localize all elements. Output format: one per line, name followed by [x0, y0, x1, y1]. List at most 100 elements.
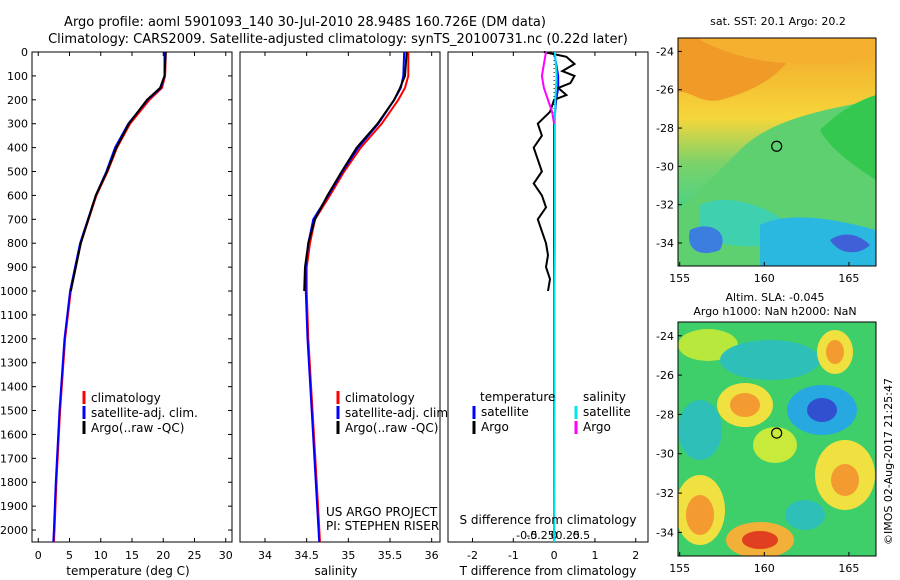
depth-tick-label: 1500 — [0, 405, 28, 418]
sla-map-axes: 155 160 165 -24 -26 -28 -30 -32 -34 — [656, 330, 859, 575]
series-line — [532, 51, 577, 292]
x-tick-label: 2 — [632, 549, 639, 562]
depth-tick-label: 100 — [7, 70, 28, 83]
salinity-legend: climatology satellite-adj. clim. Argo(..… — [336, 391, 452, 435]
x-tick-label: 0 — [35, 549, 42, 562]
lat-tick-label: -34 — [656, 237, 674, 250]
sst-map-axes: 155 160 165 -24 -26 -28 -30 -32 -34 — [656, 45, 859, 285]
lon-tick-label: 165 — [838, 562, 859, 575]
sst-map-frame — [677, 37, 877, 267]
lat-tick-label: -30 — [656, 448, 674, 461]
difference-legend: temperature salinity satellite Argo sate… — [472, 390, 631, 434]
legend-s-argo: Argo — [583, 420, 611, 434]
depth-tick-label: 1000 — [0, 285, 28, 298]
x-tick-label: 25 — [188, 549, 202, 562]
difference-plot-frame — [447, 51, 649, 543]
lat-tick-label: -30 — [656, 160, 674, 173]
lon-tick-label: 160 — [754, 272, 775, 285]
lat-tick-label: -32 — [656, 199, 674, 212]
depth-tick-label: 900 — [7, 261, 28, 274]
temperature-panel: 0100200300400500600700800900100011001200… — [0, 46, 648, 578]
depth-tick-label: 0 — [21, 46, 28, 59]
salinity-lines — [303, 51, 410, 543]
legend-climatology: climatology — [345, 391, 415, 405]
depth-tick-label: 1800 — [0, 476, 28, 489]
sst-map-title: sat. SST: 20.1 Argo: 20.2 — [710, 15, 846, 28]
lon-tick-label: 155 — [669, 562, 690, 575]
x-tick-label: 30 — [219, 549, 233, 562]
legend-satellite-adj: satellite-adj. clim. — [345, 406, 452, 420]
lat-tick-label: -28 — [656, 122, 674, 135]
x-tick-label: 15 — [125, 549, 139, 562]
lat-tick-label: -28 — [656, 408, 674, 421]
x-tick-label: 1 — [591, 549, 598, 562]
temperature-xlabel: temperature (deg C) — [66, 564, 189, 578]
depth-tick-label: 700 — [7, 213, 28, 226]
x-tick-label: 36 — [425, 549, 439, 562]
depth-tick-label: 1700 — [0, 452, 28, 465]
lat-tick-label: -32 — [656, 487, 674, 500]
s-difference-label: S difference from climatology — [460, 513, 637, 527]
x-tick-label: 35 — [341, 549, 355, 562]
temperature-plot-frame — [31, 51, 233, 543]
x-tick-label: 34.5 — [294, 549, 319, 562]
imos-watermark: ©IMOS 02-Aug-2017 21:25:47 — [882, 378, 895, 545]
legend-argo: Argo(..raw -QC) — [345, 421, 438, 435]
lon-tick-label: 160 — [754, 562, 775, 575]
s-tick-label: 0.25 — [555, 529, 580, 542]
lon-tick-label: 165 — [838, 272, 859, 285]
temperature-legend: climatology satellite-adj. clim. Argo(..… — [82, 391, 198, 435]
pi-annotation: PI: STEPHEN RISER — [326, 519, 439, 533]
s-tick-label: 0.5 — [573, 529, 591, 542]
lat-tick-label: -34 — [656, 526, 674, 539]
lat-tick-label: -24 — [656, 330, 674, 343]
legend-satellite-adj: satellite-adj. clim. — [91, 406, 198, 420]
temperature-lines — [52, 51, 167, 543]
project-annotation: US ARGO PROJECT — [326, 505, 438, 519]
x-tick-label: 34 — [258, 549, 272, 562]
sst-field — [678, 38, 876, 266]
sla-map-title-2: Argo h1000: NaN h2000: NaN — [693, 305, 856, 318]
sla-map-title-1: Altim. SLA: -0.045 — [725, 291, 824, 304]
sla-map: Altim. SLA: -0.045 Argo h1000: NaN h2000… — [656, 291, 877, 575]
difference-lines — [532, 51, 577, 543]
x-tick-label: 10 — [94, 549, 108, 562]
lat-tick-label: -26 — [656, 84, 674, 97]
series-line — [553, 51, 558, 543]
x-tick-label: -1 — [508, 549, 519, 562]
sst-map: sat. SST: 20.1 Argo: 20.2 155 160 165 -24 -2… — [656, 15, 877, 285]
legend-t-satellite: satellite — [481, 405, 529, 419]
lat-tick-label: -26 — [656, 369, 674, 382]
legend-climatology: climatology — [91, 391, 161, 405]
legend-header-temperature: temperature — [480, 390, 555, 404]
depth-tick-label: 1900 — [0, 500, 28, 513]
s-tick-label: -0.5 — [516, 529, 537, 542]
salinity-plot-frame — [239, 51, 441, 543]
argo-position-marker — [771, 140, 783, 152]
salinity-x-ticks: 34 34.5 35 35.5 36 — [258, 52, 439, 562]
depth-tick-label: 1300 — [0, 357, 28, 370]
x-tick-label: 35.5 — [378, 549, 403, 562]
legend-argo: Argo(..raw -QC) — [91, 421, 184, 435]
figure-title-line2: Climatology: CARS2009. Satellite-adjuste… — [48, 32, 628, 47]
t-difference-label: T difference from climatology — [459, 564, 637, 578]
x-tick-label: 5 — [66, 549, 73, 562]
depth-tick-label: 400 — [7, 142, 28, 155]
salinity-panel: 34 34.5 35 35.5 36 salinity climatology sate… — [239, 51, 452, 578]
figure-title-line1: Argo profile: aoml 5901093_140 30-Jul-20… — [64, 15, 546, 30]
sla-field — [678, 322, 876, 556]
series-line — [69, 51, 167, 292]
x-tick-label: -2 — [467, 549, 478, 562]
legend-t-argo: Argo — [481, 420, 509, 434]
depth-tick-label: 600 — [7, 189, 28, 202]
legend-header-salinity: salinity — [583, 390, 626, 404]
depth-tick-label: 1200 — [0, 333, 28, 346]
lat-tick-label: -24 — [656, 45, 674, 58]
salinity-xlabel: salinity — [314, 564, 357, 578]
depth-tick-label: 500 — [7, 166, 28, 179]
temperature-x-ticks: 0 5 10 15 20 25 30 — [35, 52, 233, 562]
depth-tick-label: 1600 — [0, 428, 28, 441]
depth-tick-label: 200 — [7, 94, 28, 107]
